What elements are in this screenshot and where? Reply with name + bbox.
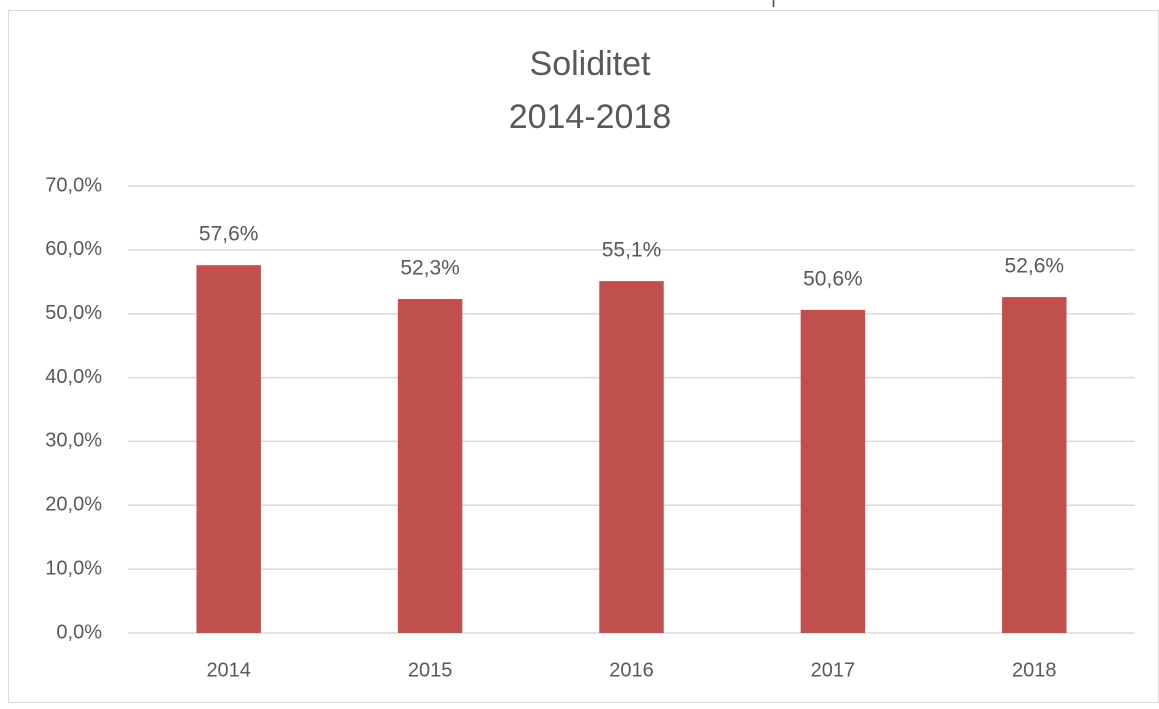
bar	[599, 281, 664, 633]
chart-title: Soliditet	[530, 45, 652, 83]
y-tick-label: 70,0%	[45, 174, 102, 196]
data-label: 55,1%	[602, 239, 662, 262]
y-tick-label: 60,0%	[45, 238, 102, 260]
chart-subtitle: 2014-2018	[509, 98, 672, 136]
data-label: 52,3%	[400, 257, 460, 280]
bar	[800, 309, 866, 633]
y-tick-label: 30,0%	[45, 430, 102, 452]
data-label: 50,6%	[803, 267, 863, 290]
x-tick-label: 2017	[811, 659, 856, 681]
bar	[196, 265, 261, 633]
y-tick-label: 40,0%	[45, 366, 102, 388]
y-tick-label: 20,0%	[45, 494, 102, 516]
data-label: 57,6%	[199, 223, 259, 246]
x-tick-label: 2016	[609, 659, 654, 681]
x-tick-label: 2018	[1012, 659, 1057, 681]
bar	[397, 299, 463, 633]
x-tick-label: 2014	[206, 659, 251, 681]
bar	[1002, 297, 1067, 633]
x-tick-label: 2015	[408, 659, 453, 681]
y-tick-label: 10,0%	[45, 557, 102, 579]
y-tick-label: 0,0%	[56, 621, 102, 643]
y-tick-label: 50,0%	[45, 302, 102, 324]
data-label: 52,6%	[1005, 255, 1065, 278]
